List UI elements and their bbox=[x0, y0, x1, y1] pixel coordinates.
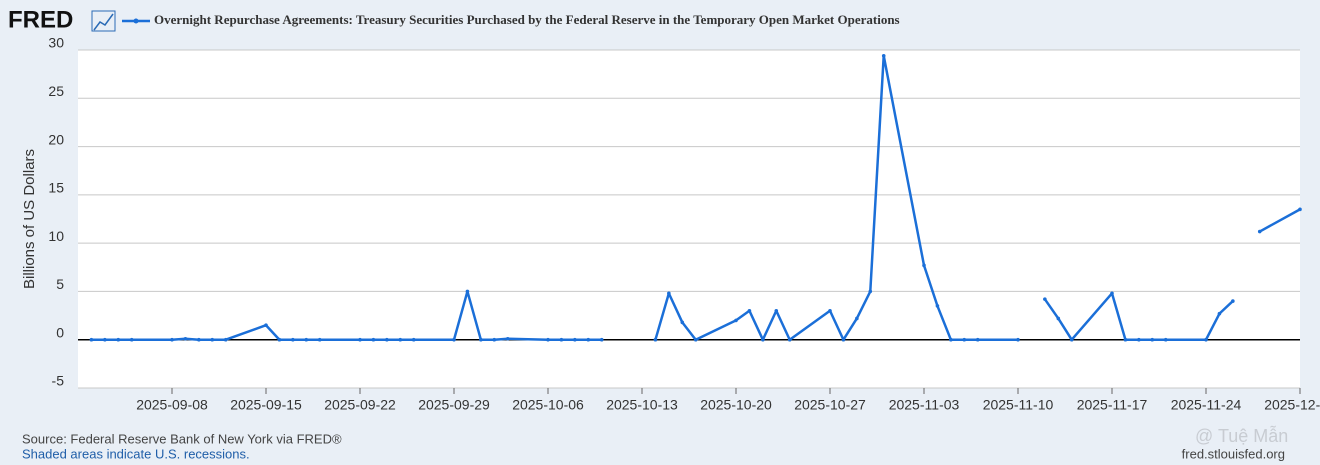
data-point bbox=[358, 337, 362, 342]
data-point bbox=[89, 337, 94, 342]
data-point bbox=[841, 337, 846, 342]
x-tick-label: 2025-11-10 bbox=[983, 397, 1054, 413]
x-tick-label: 2025-09-29 bbox=[418, 397, 490, 413]
data-point bbox=[1110, 291, 1114, 296]
data-point bbox=[452, 337, 456, 342]
data-point bbox=[103, 337, 107, 342]
data-point bbox=[264, 323, 268, 328]
data-point bbox=[680, 320, 685, 325]
legend-marker bbox=[133, 18, 139, 24]
data-point bbox=[599, 337, 604, 342]
data-point bbox=[304, 337, 309, 342]
data-point bbox=[1123, 337, 1128, 342]
x-tick-label: 2025-09-22 bbox=[324, 397, 396, 413]
data-point bbox=[129, 337, 134, 342]
y-tick-label: 25 bbox=[48, 83, 64, 99]
data-point bbox=[868, 289, 873, 294]
data-point bbox=[1016, 337, 1020, 342]
data-point bbox=[1069, 337, 1074, 342]
data-point bbox=[116, 337, 121, 342]
data-point bbox=[317, 337, 322, 342]
data-point bbox=[774, 308, 779, 313]
data-point bbox=[935, 304, 940, 308]
x-tick-label: 2025-12-01 bbox=[1264, 397, 1320, 413]
data-point bbox=[922, 263, 926, 268]
data-point bbox=[747, 308, 752, 313]
data-point bbox=[398, 337, 403, 342]
data-point bbox=[1231, 299, 1235, 303]
x-tick-label: 2025-10-20 bbox=[700, 397, 772, 413]
data-point bbox=[291, 337, 295, 342]
x-tick-label: 2025-11-24 bbox=[1171, 397, 1242, 413]
watermark: @ Tuệ Mẫn bbox=[1195, 425, 1288, 446]
data-point bbox=[277, 337, 282, 342]
y-axis-label: Billions of US Dollars bbox=[21, 149, 38, 289]
data-point bbox=[653, 337, 658, 342]
data-point bbox=[385, 337, 389, 342]
data-point bbox=[1137, 337, 1141, 342]
data-point bbox=[1056, 316, 1061, 321]
x-tick-label: 2025-09-08 bbox=[136, 397, 208, 413]
x-tick-label: 2025-11-03 bbox=[889, 397, 960, 413]
x-tick-label: 2025-10-27 bbox=[794, 397, 866, 413]
data-point bbox=[170, 337, 174, 342]
data-point bbox=[962, 337, 967, 342]
data-point bbox=[465, 289, 470, 294]
plot-area bbox=[78, 50, 1300, 388]
legend-label: Overnight Repurchase Agreements: Treasur… bbox=[154, 12, 900, 27]
data-point bbox=[734, 318, 738, 323]
data-point bbox=[1257, 229, 1262, 234]
data-point bbox=[371, 337, 376, 342]
data-point bbox=[828, 308, 832, 313]
x-tick-label: 2025-10-06 bbox=[512, 397, 584, 413]
data-point bbox=[573, 337, 577, 342]
y-tick-label: 15 bbox=[48, 180, 64, 196]
data-point bbox=[210, 337, 215, 342]
x-tick-label: 2025-10-13 bbox=[606, 397, 678, 413]
data-point bbox=[761, 337, 765, 342]
data-point bbox=[505, 336, 510, 341]
data-point bbox=[479, 337, 483, 342]
source: Source: Federal Reserve Bank of New York… bbox=[22, 431, 342, 446]
x-tick-label: 2025-09-15 bbox=[230, 397, 302, 413]
data-point bbox=[223, 337, 228, 342]
data-point bbox=[1298, 207, 1302, 212]
data-point bbox=[881, 53, 886, 58]
y-tick-label: -5 bbox=[52, 373, 65, 389]
data-point bbox=[1043, 297, 1047, 301]
y-tick-label: 0 bbox=[56, 324, 64, 340]
y-tick-label: 10 bbox=[48, 228, 64, 244]
data-point bbox=[1217, 311, 1222, 316]
y-tick-label: 20 bbox=[48, 131, 64, 147]
data-point bbox=[975, 337, 980, 342]
data-point bbox=[1163, 337, 1168, 342]
y-tick-label: 30 bbox=[48, 35, 64, 51]
data-point bbox=[411, 337, 416, 342]
data-point bbox=[787, 337, 792, 342]
x-tick-label: 2025-11-17 bbox=[1077, 397, 1148, 413]
data-point bbox=[546, 337, 550, 342]
data-point bbox=[693, 337, 698, 342]
data-point bbox=[197, 337, 201, 342]
data-point bbox=[1150, 337, 1155, 342]
data-point bbox=[949, 337, 953, 342]
note[interactable]: Shaded areas indicate U.S. recessions. bbox=[22, 446, 250, 461]
data-point bbox=[492, 337, 497, 342]
logo-icon bbox=[93, 13, 114, 31]
logo[interactable]: FRED bbox=[8, 6, 73, 33]
logo-icon-frame bbox=[91, 10, 116, 32]
data-point bbox=[667, 291, 671, 296]
data-point bbox=[586, 337, 591, 342]
url[interactable]: fred.stlouisfed.org bbox=[1182, 446, 1285, 461]
y-tick-label: 5 bbox=[56, 276, 64, 292]
data-point bbox=[183, 336, 188, 341]
data-point bbox=[559, 337, 564, 342]
data-point bbox=[855, 316, 859, 321]
data-point bbox=[1204, 337, 1208, 342]
